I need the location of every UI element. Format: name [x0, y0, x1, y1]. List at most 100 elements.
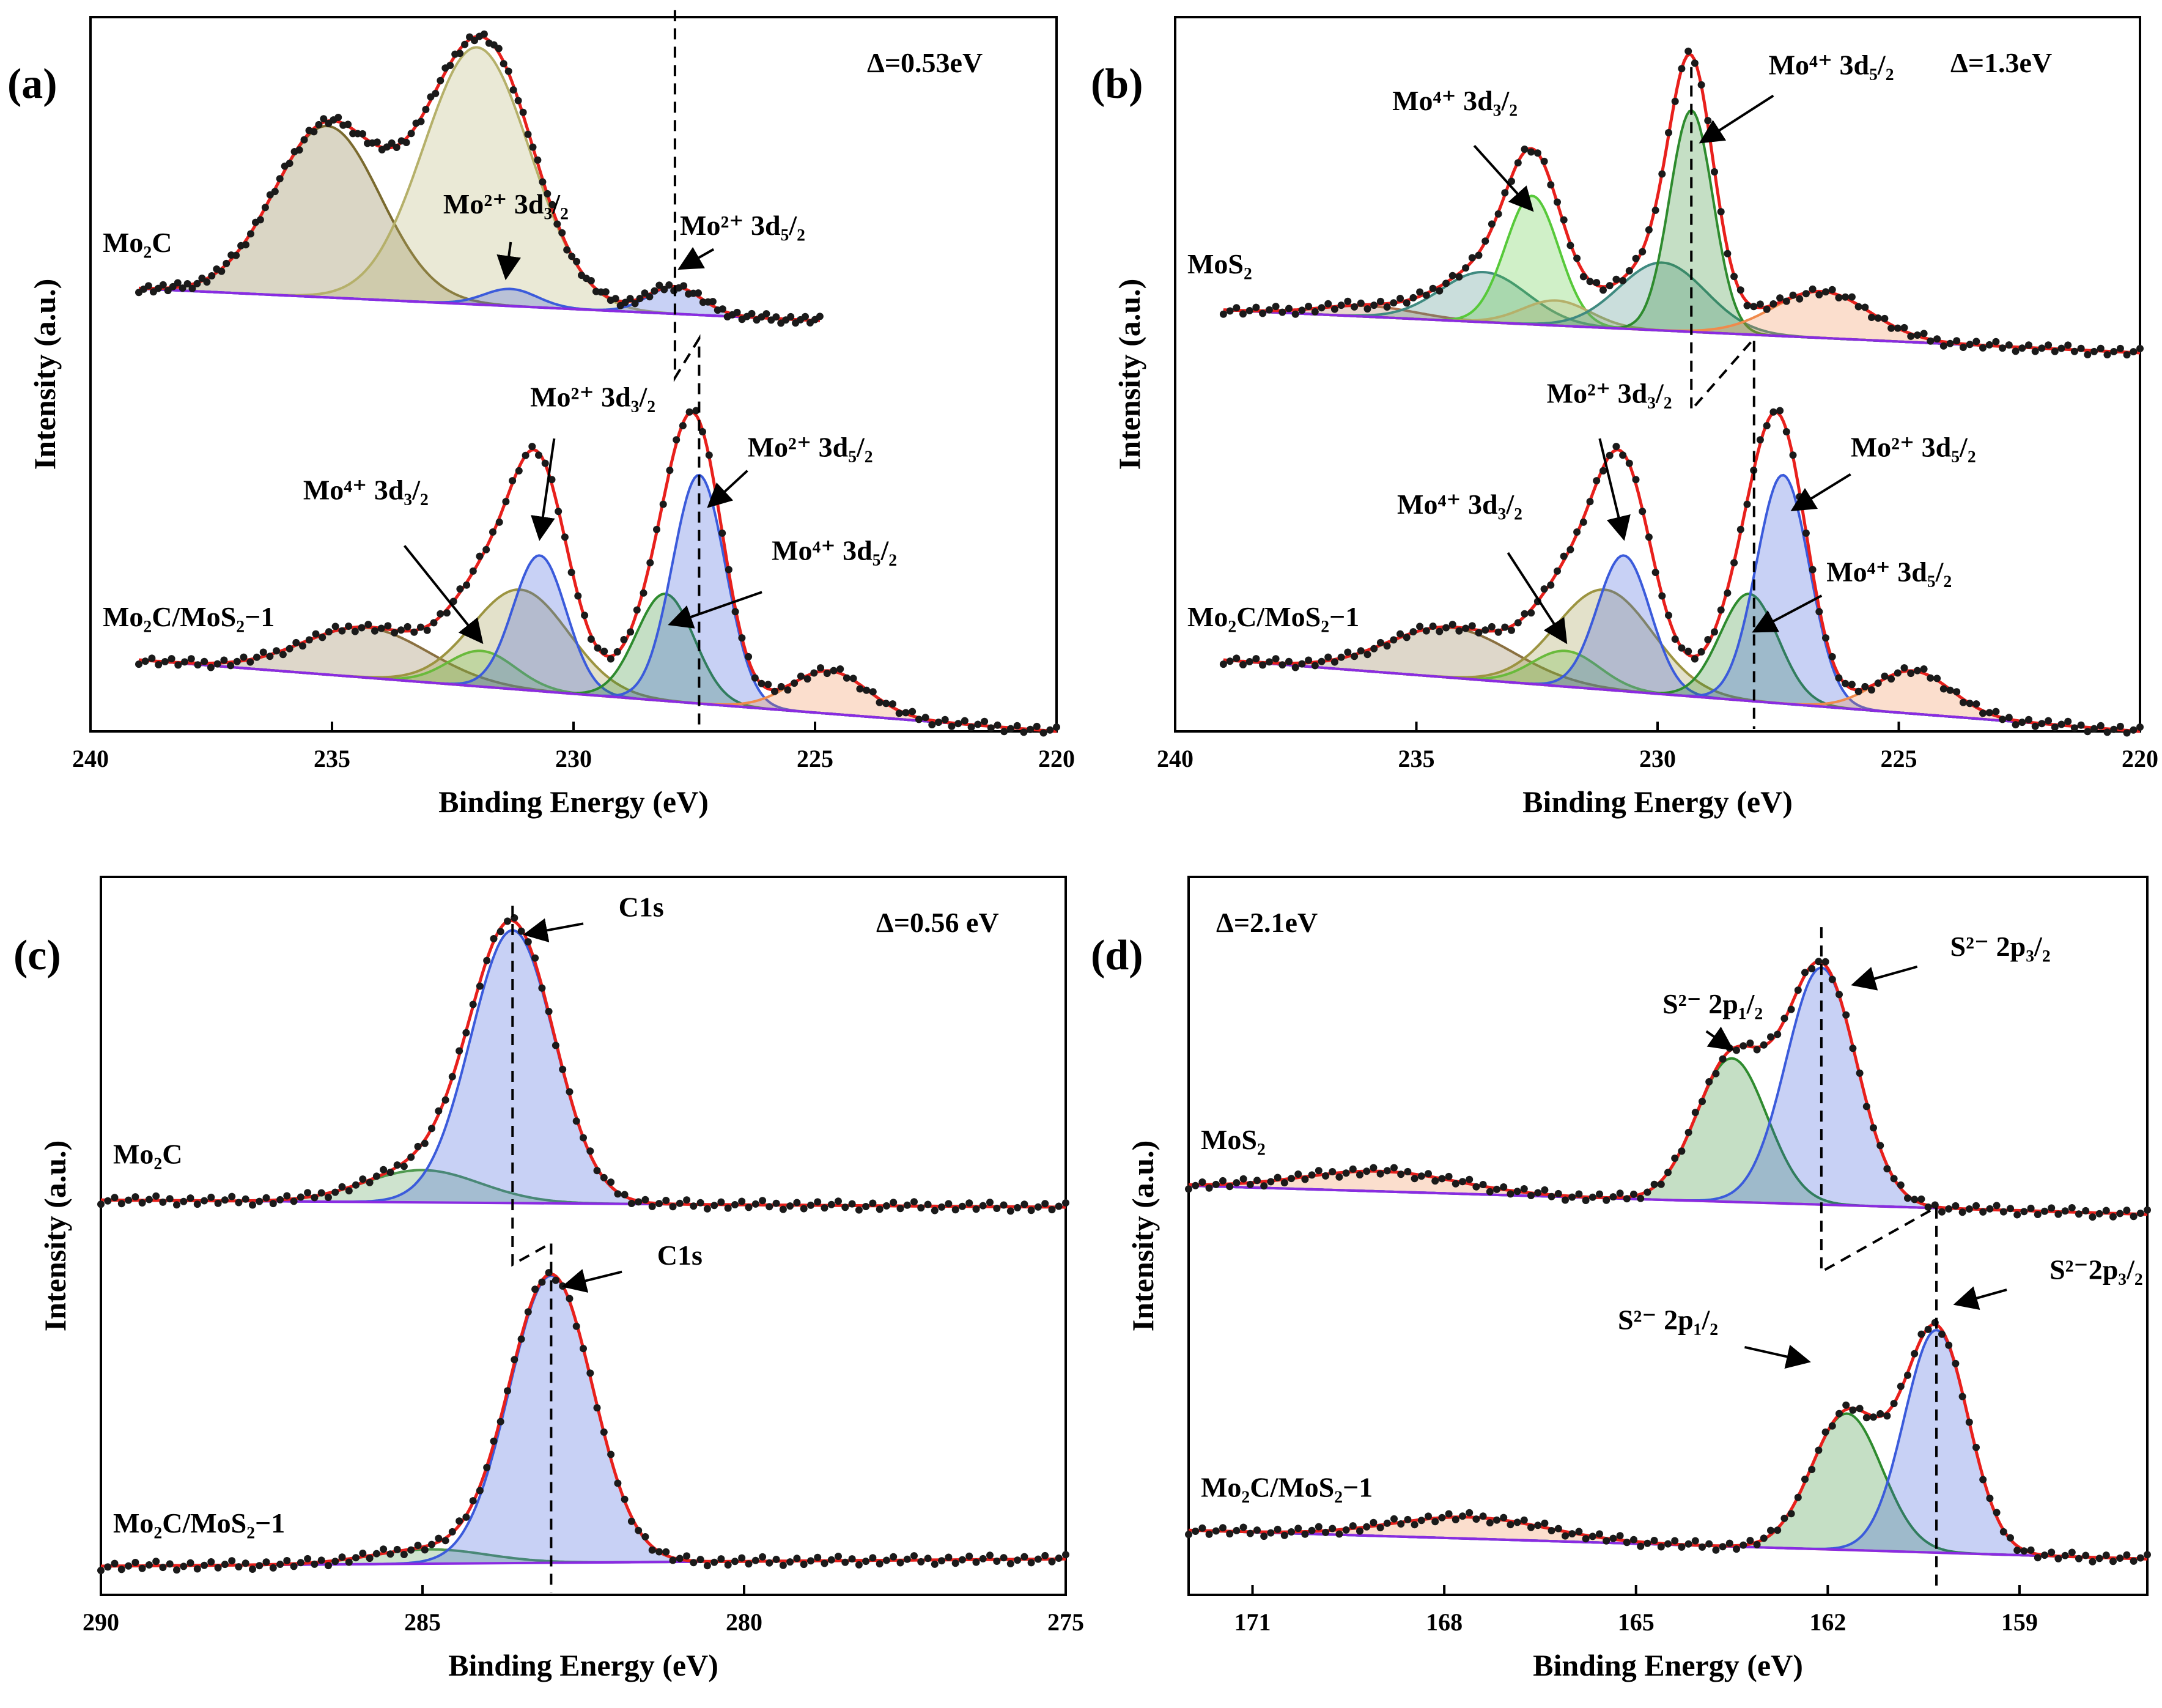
data-point [538, 984, 546, 992]
data-point [1763, 305, 1771, 313]
data-point [2102, 1551, 2110, 1559]
data-point [393, 1545, 401, 1553]
data-point [1219, 660, 1227, 668]
data-point [1000, 1554, 1008, 1562]
data-point [1678, 1147, 1686, 1155]
data-point [1756, 300, 1764, 308]
data-point [1568, 1530, 1576, 1538]
data-point [1874, 314, 1882, 322]
data-point [1573, 254, 1581, 262]
data-point [1053, 723, 1060, 731]
x-tick-label: 225 [797, 745, 833, 772]
data-point [653, 525, 660, 533]
data-point [1521, 610, 1529, 618]
data-point [242, 241, 249, 249]
data-point [917, 1204, 925, 1212]
data-point [555, 508, 563, 516]
data-point [1596, 1530, 1603, 1538]
data-point [1870, 1413, 1877, 1421]
data-point [1500, 1183, 1508, 1191]
data-point [304, 1555, 312, 1562]
data-point [1039, 729, 1047, 737]
data-point [117, 1200, 125, 1208]
data-point [635, 1198, 643, 1206]
data-point [1719, 1055, 1727, 1063]
data-point [882, 700, 890, 708]
data-point [1787, 1005, 1795, 1013]
data-point [1493, 1516, 1500, 1524]
spectrum-1: Mo₂C Mo²⁺ 3d₃/₂ Mo²⁺ 3d₅/₂ [103, 30, 824, 327]
data-point [1486, 1519, 1494, 1527]
data-point [680, 282, 688, 290]
data-point [141, 657, 149, 665]
data-point [2005, 714, 2013, 722]
data-point [627, 1517, 635, 1525]
data-point [2068, 1548, 2076, 1556]
data-point [1938, 1208, 1946, 1216]
data-point [1684, 47, 1692, 55]
data-point [173, 1201, 180, 1209]
peak-fill [139, 47, 820, 321]
data-point [242, 1195, 249, 1203]
data-point [1911, 1196, 1919, 1203]
x-tick-label: 240 [1157, 745, 1194, 772]
data-point [1854, 687, 1862, 695]
data-point [276, 1561, 284, 1568]
data-point [144, 282, 152, 290]
data-point [1586, 498, 1594, 506]
sample-label: MoS₂ [1187, 248, 1252, 279]
data-point [1260, 1182, 1268, 1190]
data-point [2082, 1551, 2090, 1559]
data-point [1205, 1530, 1213, 1538]
data-point [292, 638, 300, 646]
x-axis-title: Binding Energy (eV) [1533, 1648, 1803, 1682]
data-point [315, 120, 323, 128]
data-point [1658, 170, 1666, 178]
data-point [2075, 1555, 2083, 1562]
data-point [1789, 291, 1797, 299]
data-point [567, 569, 575, 576]
data-point [352, 1181, 360, 1189]
data-point [2045, 717, 2053, 725]
data-point [718, 305, 726, 313]
data-point [848, 1200, 856, 1208]
data-point [1185, 1531, 1192, 1539]
sample-label: Mo₂C/MoS₂−1 [1187, 601, 1359, 632]
data-point [1917, 1195, 1925, 1203]
data-point [2116, 722, 2124, 730]
data-point [1616, 1189, 1624, 1197]
data-point [580, 1345, 587, 1353]
data-point [738, 1197, 746, 1205]
data-point [1671, 1155, 1679, 1162]
data-point [1006, 1560, 1014, 1567]
data-point [1999, 344, 2007, 352]
data-point [1802, 290, 1810, 298]
data-point [814, 1198, 822, 1206]
data-point [1904, 1371, 1911, 1379]
data-point [1514, 159, 1522, 167]
data-point [1390, 299, 1398, 307]
peak-fill [139, 627, 1057, 731]
data-point [1253, 1177, 1261, 1185]
data-point [640, 589, 647, 597]
data-point [1494, 628, 1502, 636]
data-point [1753, 1046, 1761, 1054]
data-point [1671, 97, 1679, 105]
data-point [869, 1199, 877, 1207]
data-point [738, 1554, 746, 1562]
data-point [1014, 1556, 1022, 1564]
data-point [1887, 324, 1895, 332]
data-point [2075, 1210, 2083, 1218]
data-point [228, 1557, 236, 1565]
data-point [669, 1203, 677, 1211]
data-point [1733, 1545, 1740, 1553]
data-point [724, 1204, 732, 1212]
peak-label: Mo²⁺ 3d₃/₂ [443, 188, 569, 220]
data-point [1645, 533, 1653, 541]
data-point [1041, 1551, 1049, 1559]
data-point [1342, 1169, 1350, 1177]
data-point [1246, 1180, 1254, 1188]
data-point [1959, 344, 1967, 351]
data-point [325, 1194, 332, 1201]
